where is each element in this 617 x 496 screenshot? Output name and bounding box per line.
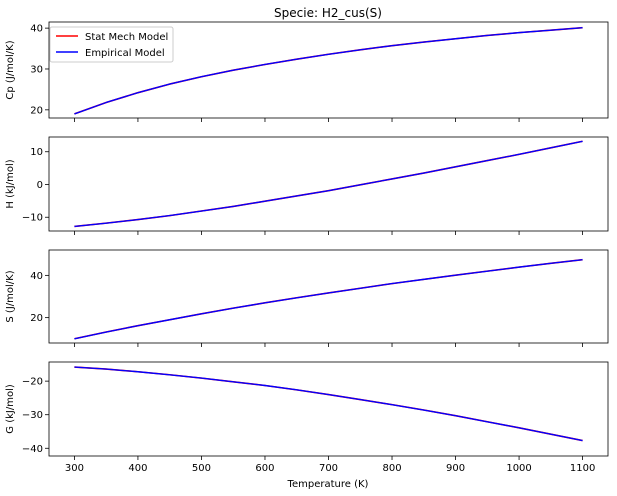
series-line-empirical xyxy=(74,27,583,115)
x-tick-label: 800 xyxy=(382,463,401,474)
x-tick-label: 1100 xyxy=(570,463,595,474)
chart-title: Specie: H2_cus(S) xyxy=(274,6,382,20)
y-tick-label: 0 xyxy=(37,180,43,191)
subplot-3: 20 40 S (J/mol/K) xyxy=(5,249,609,347)
y-tick-label: 30 xyxy=(30,64,43,75)
series-line-empirical xyxy=(74,366,583,442)
y-tick-label: 20 xyxy=(30,105,43,116)
x-tick-label: 900 xyxy=(446,463,465,474)
x-tick-label: 1000 xyxy=(506,463,531,474)
y-axis-label: G (kJ/mol) xyxy=(5,384,16,434)
y-tick-label: −30 xyxy=(22,410,43,421)
x-axis-label: Temperature (K) xyxy=(287,479,369,490)
axes-frame xyxy=(48,361,609,457)
subplot-2: −10 0 10 H (kJ/mol) xyxy=(5,136,609,235)
y-tick-label: −20 xyxy=(22,377,43,388)
x-tick-label: 300 xyxy=(65,463,84,474)
legend-box xyxy=(49,26,174,63)
x-tick-label: 700 xyxy=(319,463,338,474)
legend-label-empirical: Empirical Model xyxy=(85,48,165,59)
subplot-stack: 20 30 40 Cp (J/mol/K) −10 0 10 H (kJ/mol) 20 40 S … xyxy=(5,21,609,474)
y-tick-label: −40 xyxy=(22,444,43,455)
axes-frame xyxy=(48,136,609,232)
x-tick-label: 400 xyxy=(128,463,147,474)
axes-frame xyxy=(48,21,609,119)
y-tick-label: 40 xyxy=(30,271,43,282)
y-tick-label: 20 xyxy=(30,313,43,324)
y-tick-label: 10 xyxy=(30,147,43,158)
y-tick-label: 40 xyxy=(30,24,43,35)
x-tick-label: 500 xyxy=(192,463,211,474)
series-line-empirical xyxy=(74,259,583,340)
subplot-1: 20 30 40 Cp (J/mol/K) xyxy=(5,21,609,122)
legend: Stat Mech Model Empirical Model xyxy=(49,26,174,63)
x-tick-label: 600 xyxy=(255,463,274,474)
y-axis-label: S (J/mol/K) xyxy=(5,270,16,322)
legend-label-stat-mech: Stat Mech Model xyxy=(85,32,168,43)
axes-frame xyxy=(48,249,609,344)
y-tick-label: −10 xyxy=(22,213,43,224)
y-axis-label: H (kJ/mol) xyxy=(5,159,16,208)
subplot-4: −20 −30 −40 300 400 500 600 700 800 900 1000 1100 G … xyxy=(5,361,609,474)
series-line-empirical xyxy=(74,140,583,228)
y-axis-label: Cp (J/mol/K) xyxy=(5,40,16,99)
